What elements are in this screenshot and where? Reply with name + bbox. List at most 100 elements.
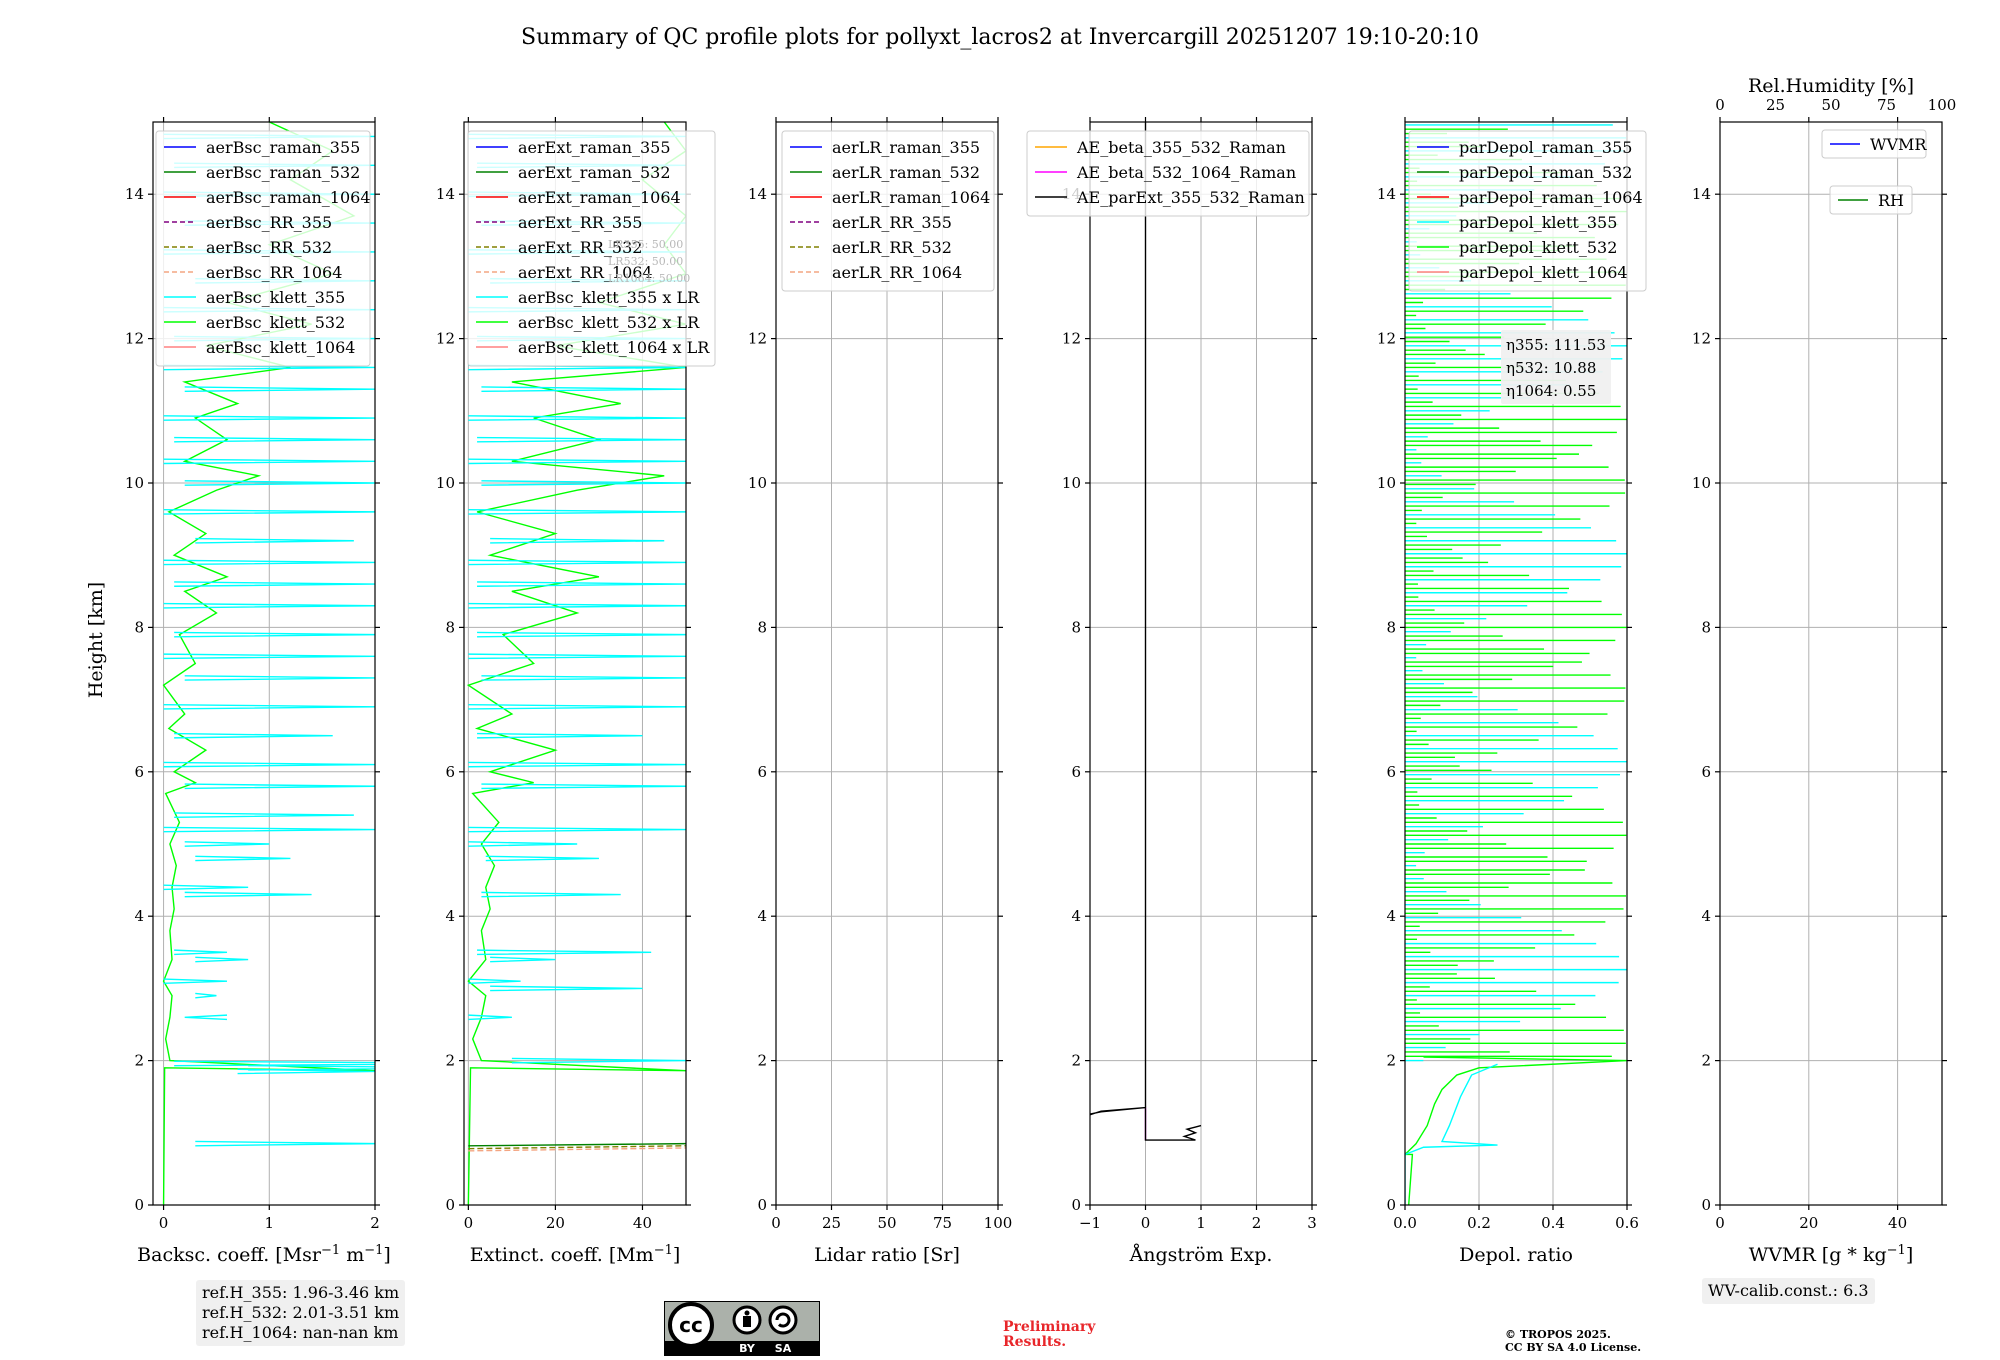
legend-box	[467, 130, 716, 367]
series-spike	[468, 653, 686, 660]
y-tick-label: 0	[445, 1196, 455, 1214]
series-aerext-rr-1064	[468, 1147, 686, 1152]
y-tick-label: 2	[757, 1052, 767, 1070]
series-spike	[195, 855, 291, 862]
y-tick-label: 6	[1071, 763, 1081, 781]
x-tick-label: 0.0	[1393, 1214, 1417, 1232]
legend: parDepol_raman_355 parDepol_raman_532 parD…	[1408, 130, 1647, 292]
panel-depol: 0.0 0.2 0.4 0.6 0 2 4 6 8 10 12 14 Depol. ratio parDe…	[1377, 117, 1647, 1266]
y-tick-label: 10	[1062, 474, 1081, 492]
legend-label: aerBsc_RR_355	[206, 213, 332, 232]
series-spike	[163, 559, 375, 566]
reference-height-box: ref.H_355: 1.96-3.46 km ref.H_532: 2.01-…	[196, 1280, 406, 1346]
cc-by-label: BY	[739, 1342, 756, 1355]
series-aerext-rr-532	[468, 1145, 686, 1150]
y-tick-label: 8	[757, 618, 767, 636]
series-pardepol-klett-355	[1405, 1063, 1498, 1205]
legend-label: aerBsc_klett_532	[206, 313, 345, 332]
y-tick-label: 12	[1062, 330, 1081, 348]
series-spike	[174, 732, 333, 739]
y-tick-label: 12	[436, 330, 455, 348]
x-tick-label: 40	[633, 1214, 652, 1232]
lr-annotation: LR1064: 50.00	[608, 272, 690, 285]
legend-label: AE_beta_355_532_Raman	[1076, 138, 1286, 157]
legend-label: aerBsc_klett_355	[206, 288, 345, 307]
legend-label: aerBsc_klett_1064 x LR	[518, 338, 710, 357]
x-tick-label: 0	[1715, 1214, 1725, 1232]
series-spike	[477, 581, 686, 587]
x-axis-label: Backsc. coeff. [Msr−1 m−1]	[137, 1243, 391, 1267]
legend-label: RH	[1878, 191, 1904, 210]
y-tick-label: 14	[1692, 185, 1711, 203]
x-tick-label: 0	[464, 1214, 474, 1232]
legend-label: aerLR_raman_355	[832, 138, 980, 157]
legend-box	[155, 130, 371, 367]
legend-label: aerLR_raman_1064	[832, 188, 990, 207]
series-pardepol-klett-532	[1405, 1056, 1627, 1205]
y-tick-label: 8	[1386, 618, 1396, 636]
series-spike	[174, 436, 375, 443]
y-tick-label: 10	[748, 474, 767, 492]
series-spike	[468, 703, 686, 710]
x-tick-label: 20	[1799, 1214, 1818, 1232]
cc-sa-label: SA	[775, 1342, 792, 1355]
series-spike	[184, 675, 375, 681]
series-spike	[468, 559, 686, 566]
series-spike	[468, 826, 686, 833]
series-spike	[481, 891, 621, 898]
figure-title: Summary of QC profile plots for pollyxt_…	[521, 25, 1479, 50]
series-spike	[468, 761, 686, 768]
eta-annotation: η532: 10.88	[1506, 359, 1596, 377]
y-tick-label: 6	[1386, 763, 1396, 781]
eta-box	[1501, 330, 1611, 404]
eta-annotation: η1064: 0.55	[1506, 382, 1596, 400]
series-spike	[477, 436, 686, 443]
series-spike	[468, 841, 578, 847]
x-tick-label: 0.4	[1541, 1214, 1565, 1232]
x-tick-label: 0	[771, 1214, 781, 1232]
legend-label: AE_beta_532_1064_Raman	[1076, 163, 1296, 182]
legend-label: aerExt_raman_355	[518, 138, 671, 157]
x-tick-label: 0	[1141, 1214, 1151, 1232]
y-tick-label: 2	[1701, 1052, 1711, 1070]
y-tick-label: 0	[134, 1196, 144, 1214]
x-tick-label: −1	[1079, 1214, 1101, 1232]
lr-annotation: LR532: 50.00	[608, 255, 683, 268]
series-spike	[481, 783, 686, 790]
legend-box	[781, 130, 995, 292]
legend-label: aerExt_RR_355	[518, 213, 642, 232]
legend-label: aerBsc_RR_1064	[206, 263, 342, 282]
y-tick-label: 2	[134, 1052, 144, 1070]
y-tick-label: 0	[1701, 1196, 1711, 1214]
legend-label: aerLR_RR_355	[832, 213, 952, 232]
legend: aerLR_raman_355 aerLR_raman_532 aerLR_rama…	[781, 130, 995, 292]
series-spike	[163, 415, 375, 421]
preliminary-line-2: Results.	[1003, 1334, 1067, 1350]
y-tick-label: 2	[445, 1052, 455, 1070]
x-tick-label: 25	[822, 1214, 841, 1232]
series-spike	[163, 653, 375, 660]
top-tick-label: 0	[1715, 96, 1725, 114]
legend-label: aerBsc_klett_355 x LR	[518, 288, 700, 307]
y-tick-label: 4	[757, 907, 767, 925]
legend-box	[1026, 130, 1310, 217]
series-spike	[468, 509, 686, 515]
legend-label: aerBsc_klett_1064	[206, 338, 355, 357]
panel-wvmr: 0 20 40 0 2 4 6 8 10 12 14 WVMR [g * kg−1] 0 25 50 75 10…	[1692, 75, 1956, 1266]
x-tick-label: 0.2	[1467, 1214, 1491, 1232]
x-tick-label: 3	[1307, 1214, 1317, 1232]
series-spike	[174, 1060, 375, 1067]
series-spike	[174, 949, 228, 956]
axes-frame	[152, 121, 376, 1206]
series-spike	[195, 992, 217, 999]
series-spike	[468, 978, 521, 985]
series-spike	[511, 1057, 686, 1064]
x-axis-label: Lidar ratio [Sr]	[814, 1244, 960, 1266]
legend-label: aerExt_raman_1064	[518, 188, 681, 207]
top-tick-label: 75	[1877, 96, 1896, 114]
y-tick-label: 12	[1377, 330, 1396, 348]
x-axis-label: Ångström Exp.	[1129, 1244, 1273, 1266]
top-axis-label: Rel.Humidity [%]	[1748, 75, 1914, 97]
legend-label: aerBsc_raman_355	[206, 138, 360, 157]
legend-label: aerExt_RR_532	[518, 238, 642, 257]
